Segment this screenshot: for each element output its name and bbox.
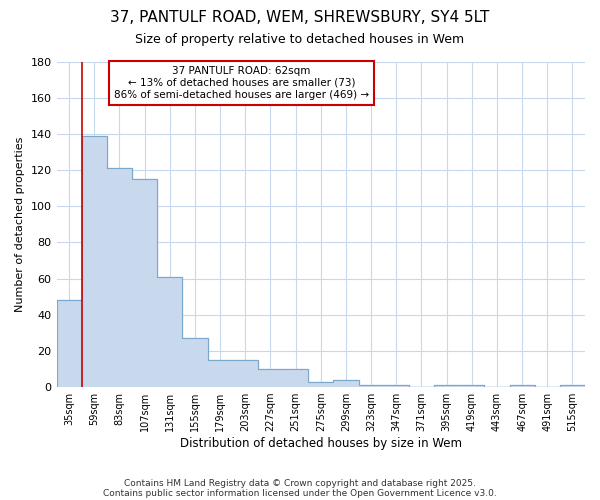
Text: 37, PANTULF ROAD, WEM, SHREWSBURY, SY4 5LT: 37, PANTULF ROAD, WEM, SHREWSBURY, SY4 5… <box>110 10 490 25</box>
Text: Contains HM Land Registry data © Crown copyright and database right 2025.: Contains HM Land Registry data © Crown c… <box>124 478 476 488</box>
Text: Contains public sector information licensed under the Open Government Licence v3: Contains public sector information licen… <box>103 488 497 498</box>
Text: Size of property relative to detached houses in Wem: Size of property relative to detached ho… <box>136 32 464 46</box>
Text: 37 PANTULF ROAD: 62sqm
← 13% of detached houses are smaller (73)
86% of semi-det: 37 PANTULF ROAD: 62sqm ← 13% of detached… <box>114 66 369 100</box>
Polygon shape <box>56 136 585 387</box>
X-axis label: Distribution of detached houses by size in Wem: Distribution of detached houses by size … <box>180 437 462 450</box>
Y-axis label: Number of detached properties: Number of detached properties <box>15 136 25 312</box>
